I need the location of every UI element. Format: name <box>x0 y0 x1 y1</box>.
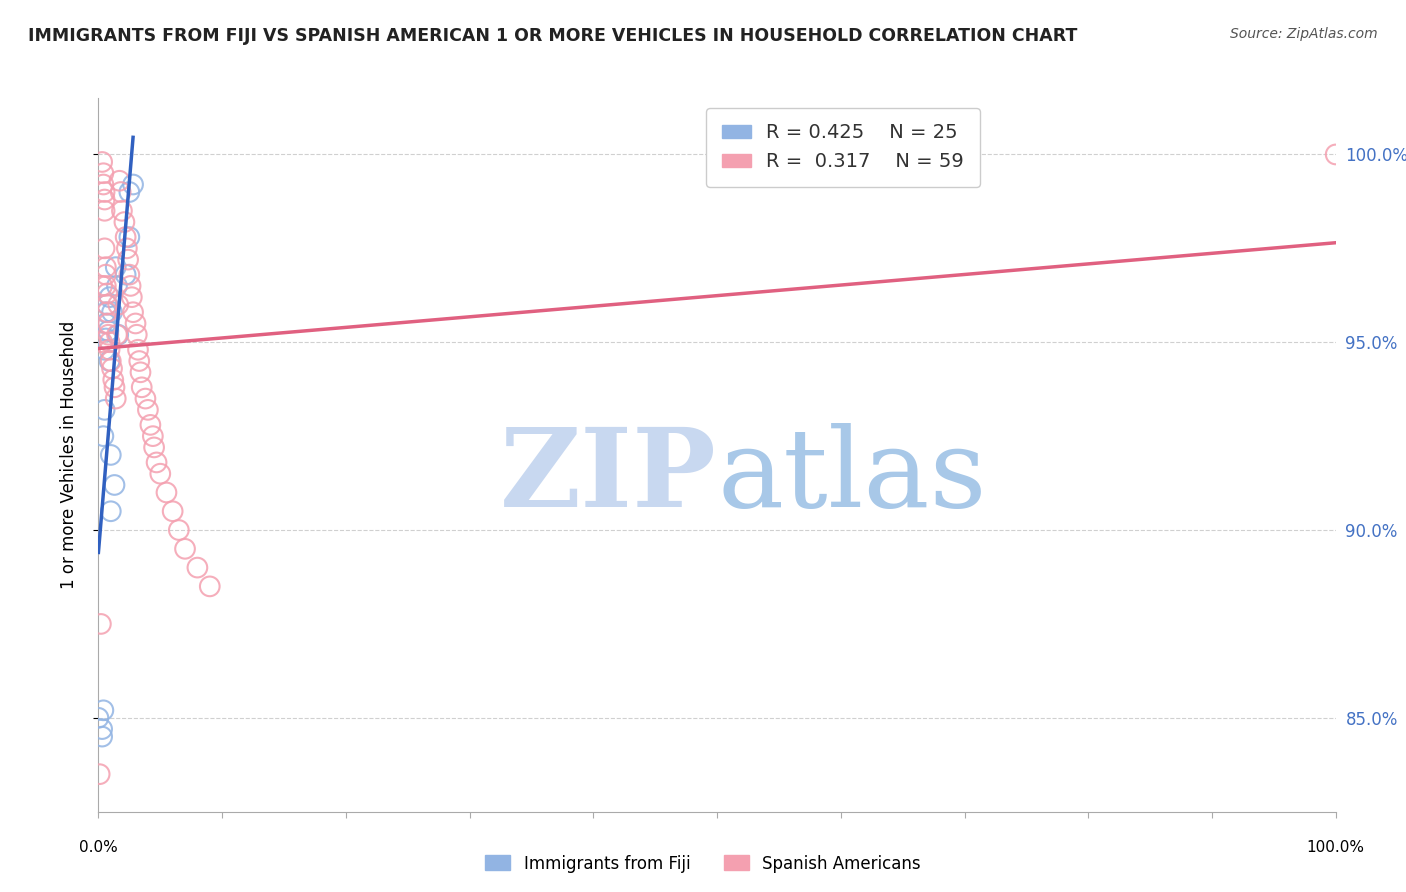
Point <box>127 343 149 357</box>
Text: 0.0%: 0.0% <box>79 840 118 855</box>
Point <box>97 324 120 338</box>
Text: atlas: atlas <box>717 423 987 530</box>
Point <box>198 579 221 593</box>
Point <box>87 711 110 725</box>
Point <box>94 317 117 331</box>
Point <box>107 298 129 312</box>
Point <box>100 504 122 518</box>
Point <box>139 417 162 432</box>
Point <box>91 730 114 744</box>
Point <box>118 268 141 282</box>
Point <box>94 260 117 274</box>
Point <box>98 343 121 357</box>
Point <box>124 317 146 331</box>
Point <box>155 485 177 500</box>
Point <box>93 185 115 199</box>
Text: Source: ZipAtlas.com: Source: ZipAtlas.com <box>1230 27 1378 41</box>
Point <box>134 392 156 406</box>
Point <box>91 335 114 350</box>
Legend: Immigrants from Fiji, Spanish Americans: Immigrants from Fiji, Spanish Americans <box>478 848 928 880</box>
Point <box>91 155 114 169</box>
Point <box>149 467 172 481</box>
Point <box>93 703 115 717</box>
Point <box>129 365 152 379</box>
Point <box>94 279 117 293</box>
Point <box>100 448 122 462</box>
Point <box>89 767 111 781</box>
Point <box>91 722 114 736</box>
Point <box>98 290 121 304</box>
Point <box>93 429 115 443</box>
Point <box>100 354 122 368</box>
Point <box>142 429 165 443</box>
Y-axis label: 1 or more Vehicles in Household: 1 or more Vehicles in Household <box>59 321 77 589</box>
Point <box>93 166 115 180</box>
Point <box>98 335 121 350</box>
Point <box>93 241 115 255</box>
Point <box>115 241 138 255</box>
Point <box>136 402 159 417</box>
Point <box>114 268 136 282</box>
Point <box>94 268 117 282</box>
Point <box>104 392 127 406</box>
Point <box>110 185 132 199</box>
Point <box>97 327 120 342</box>
Point <box>1324 147 1347 161</box>
Point <box>103 478 125 492</box>
Point <box>105 279 128 293</box>
Legend: R = 0.425    N = 25, R =  0.317    N = 59: R = 0.425 N = 25, R = 0.317 N = 59 <box>706 108 980 186</box>
Point <box>186 560 208 574</box>
Point <box>103 380 125 394</box>
Point <box>104 260 127 274</box>
Point <box>108 174 131 188</box>
Point <box>96 286 118 301</box>
Point <box>118 185 141 199</box>
Point <box>93 178 115 192</box>
Text: ZIP: ZIP <box>501 423 717 530</box>
Point <box>105 327 128 342</box>
Point <box>93 193 115 207</box>
Point <box>122 305 145 319</box>
Point <box>96 305 118 319</box>
Point <box>174 541 197 556</box>
Point <box>145 455 167 469</box>
Point <box>103 373 125 387</box>
Point <box>112 215 135 229</box>
Point <box>131 380 153 394</box>
Point <box>96 298 118 312</box>
Text: 100.0%: 100.0% <box>1306 840 1365 855</box>
Point <box>93 343 115 357</box>
Point <box>125 327 148 342</box>
Point <box>162 504 184 518</box>
Point <box>120 279 142 293</box>
Point <box>143 441 166 455</box>
Point <box>167 523 190 537</box>
Point <box>101 305 124 319</box>
Point <box>101 361 124 376</box>
Point <box>107 327 129 342</box>
Point <box>94 331 117 345</box>
Point <box>96 298 118 312</box>
Point <box>122 178 145 192</box>
Point <box>93 203 115 218</box>
Text: IMMIGRANTS FROM FIJI VS SPANISH AMERICAN 1 OR MORE VEHICLES IN HOUSEHOLD CORRELA: IMMIGRANTS FROM FIJI VS SPANISH AMERICAN… <box>28 27 1077 45</box>
Point <box>97 317 120 331</box>
Point <box>94 305 117 319</box>
Point <box>98 354 121 368</box>
Point <box>114 230 136 244</box>
Point <box>93 402 115 417</box>
Point <box>117 252 139 267</box>
Point <box>128 354 150 368</box>
Point <box>111 203 134 218</box>
Point <box>121 290 143 304</box>
Point <box>90 616 112 631</box>
Point <box>91 279 114 293</box>
Point <box>118 230 141 244</box>
